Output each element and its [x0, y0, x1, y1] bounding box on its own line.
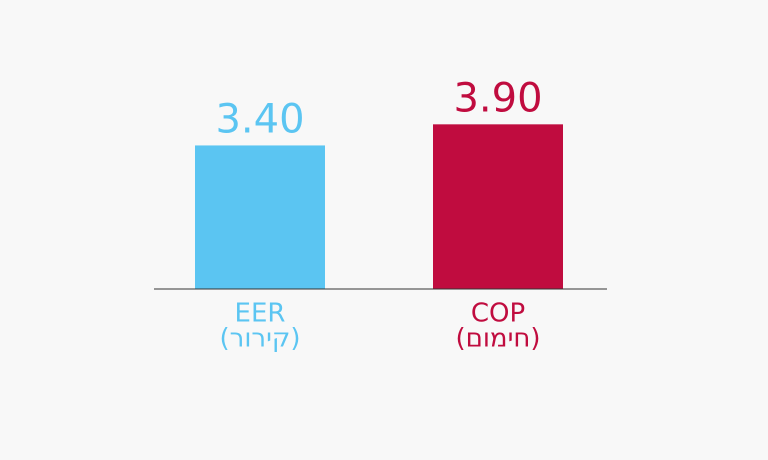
- x-tick-label: EER: [235, 299, 286, 329]
- bar: [195, 145, 325, 289]
- value-label: 3.40: [215, 96, 304, 142]
- x-tick-label: (קירור): [219, 324, 300, 354]
- x-tick-label: (חימום): [455, 324, 540, 354]
- value-label: 3.90: [453, 75, 542, 121]
- x-tick-label: COP: [471, 299, 525, 329]
- bar: [433, 124, 563, 289]
